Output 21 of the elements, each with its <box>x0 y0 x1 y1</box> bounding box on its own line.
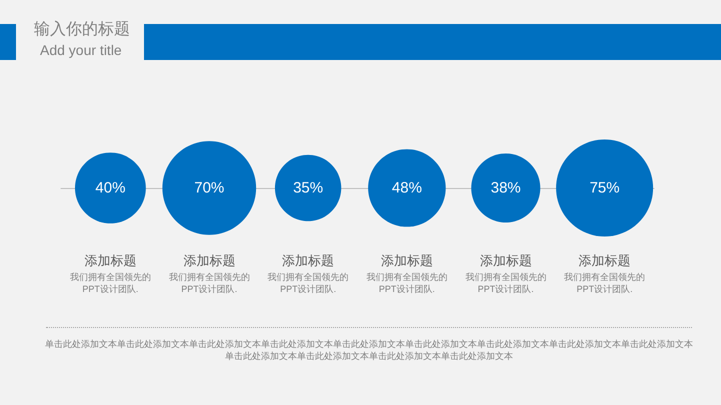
text: 单击此处添加文本单击此处添加文本单击此处添加文本单击此处添加文本单击此处添加文本单击此处添加文本单击此处添加文本单击此处添加文本单击此处添加文本单击此处添加文本单击此处添加文本单击此处添加文本单击此处添加文本 <box>44 338 694 362</box>
category-label: 添加标题 <box>182 252 236 269</box>
text: 我们拥有全国领先的PPT设计团队. <box>168 271 251 295</box>
text: 我们拥有全国领先的PPT设计团队. <box>266 271 350 295</box>
data-label: 75% <box>590 180 620 196</box>
data-label: 48% <box>392 180 422 196</box>
text: 我们拥有全国领先的PPT设计团队. <box>68 271 152 295</box>
data-label: 38% <box>490 180 521 196</box>
text: 我们拥有全国领先的PPT设计团队. <box>365 271 448 295</box>
text: 我们拥有全国领先的PPT设计团队. <box>563 271 646 295</box>
data-label: 35% <box>293 180 324 196</box>
data-label: 70% <box>194 180 224 196</box>
data-label: 40% <box>95 180 126 196</box>
category-label: 添加标题 <box>478 252 533 269</box>
text: 输入你的标题 <box>34 20 130 40</box>
category-label: 添加标题 <box>578 252 632 269</box>
text: 我们拥有全国领先的PPT设计团队. <box>464 271 548 295</box>
category-label: 添加标题 <box>281 252 336 269</box>
text: Add your title <box>40 41 122 59</box>
category-label: 添加标题 <box>83 252 138 269</box>
category-label: 添加标题 <box>380 252 434 269</box>
